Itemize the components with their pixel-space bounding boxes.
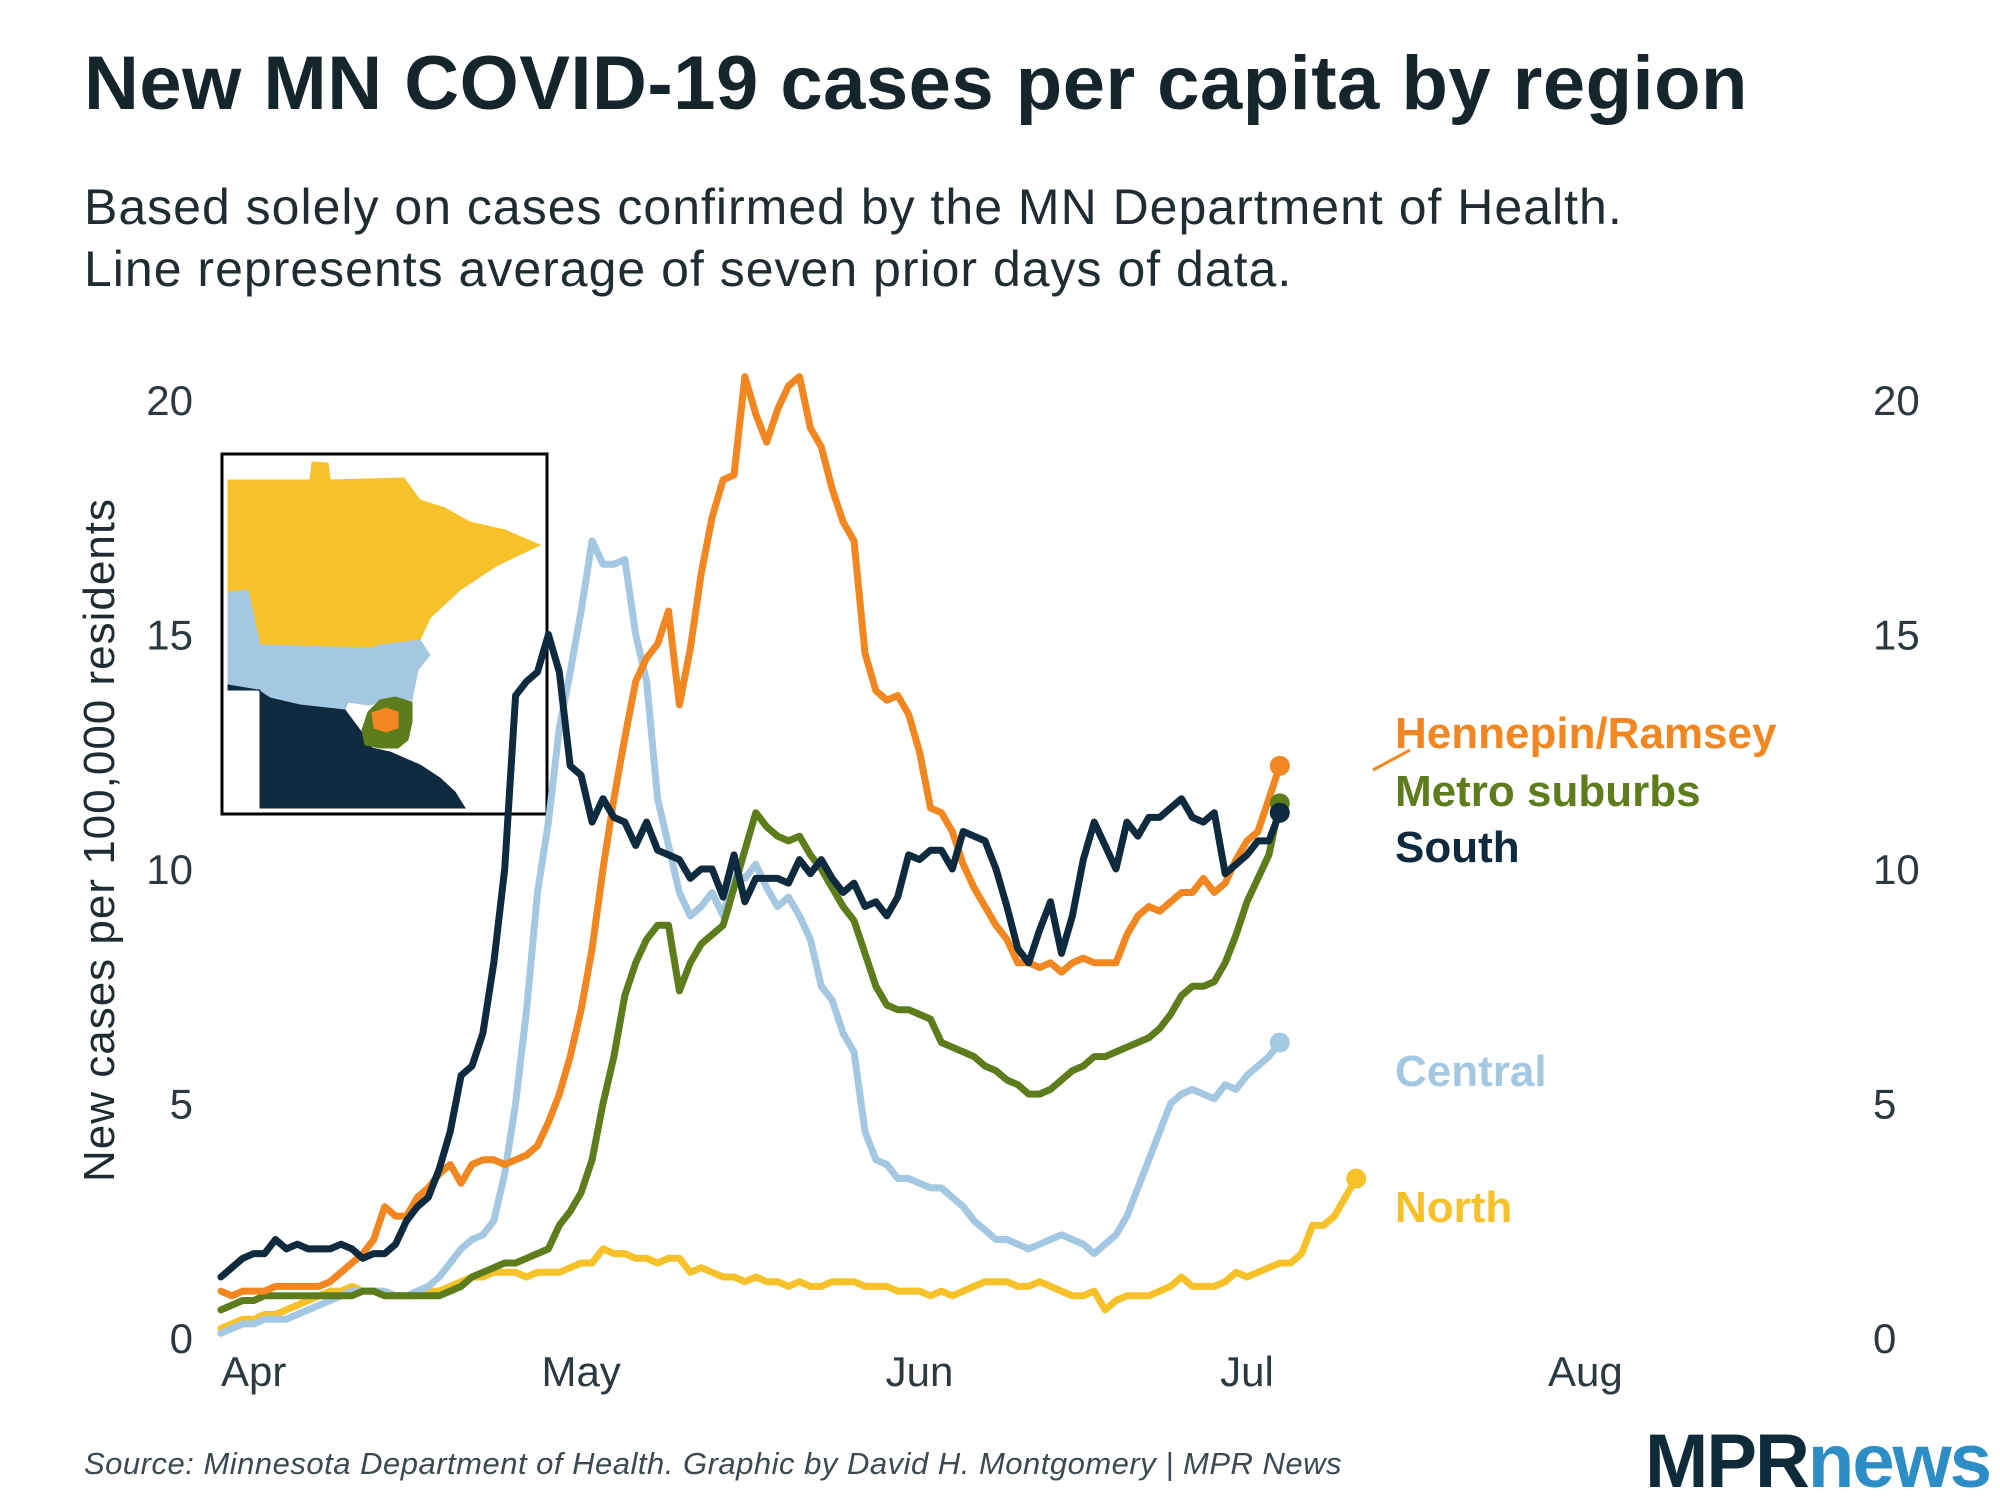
x-tick-label: Jul [1220,1348,1274,1395]
y-tick-label-left: 0 [170,1315,193,1362]
chart-subtitle: Based solely on cases confirmed by the M… [84,176,1623,300]
hennepin-leader-line [1372,748,1411,772]
series-label-hennepin-ramsey: Hennepin/Ramsey [1395,709,1777,758]
series-label-north: North [1395,1183,1512,1232]
x-tick-label: Jun [886,1348,954,1395]
logo-news: news [1807,1419,1992,1504]
subtitle-line-1: Based solely on cases confirmed by the M… [84,179,1623,235]
series-label-central: Central [1395,1047,1547,1096]
series-line-metro-suburbs [217,799,1284,1314]
series-labels: North Central Metro suburbs Hennepin/Ramsey… [1395,709,1777,1232]
x-tick-label: May [541,1348,620,1395]
series-line-south [217,631,1284,1281]
mpr-news-logo: MPRnews [1645,1418,1992,1505]
series-endpoints [1269,755,1367,1189]
y-ticks-right: 0 5 10 15 20 [1873,377,1920,1362]
y-tick-label-left: 15 [146,612,193,659]
series-endpoint-north [1346,1168,1367,1189]
y-tick-label-right: 15 [1873,612,1920,659]
map-region-south [227,684,466,809]
series-endpoint-south [1269,802,1290,823]
series-line-north [217,1175,1360,1333]
y-tick-label-left: 10 [146,846,193,893]
series-endpoint-central [1269,1032,1290,1053]
y-tick-label-left: 5 [170,1081,193,1128]
subtitle-line-2: Line represents average of seven prior d… [84,241,1293,297]
y-ticks-left: 0 5 10 15 20 [146,377,193,1362]
y-tick-label-right: 5 [1873,1081,1896,1128]
source-note: Source: Minnesota Department of Health. … [84,1446,1343,1481]
x-tick-label: Apr [221,1348,286,1395]
map-region-hennepin-ramsey [371,707,399,733]
x-tick-label: Aug [1548,1348,1623,1395]
logo-mpr: MPR [1645,1419,1810,1504]
y-tick-label-right: 10 [1873,846,1920,893]
y-tick-label-right: 0 [1873,1315,1896,1362]
series-line-hennepin-ramsey [217,373,1284,1300]
series-label-south: South [1395,823,1520,872]
y-tick-label-left: 20 [146,377,193,424]
y-tick-label-right: 20 [1873,377,1920,424]
chart-title: New MN COVID-19 cases per capita by regi… [84,41,1748,126]
inset-map [220,452,549,816]
series-label-metro-suburbs: Metro suburbs [1395,767,1701,816]
series-lines [217,373,1360,1337]
x-ticks: Apr May Jun Jul Aug [221,1348,1623,1395]
series-endpoint-hennepin-ramsey [1269,755,1290,776]
